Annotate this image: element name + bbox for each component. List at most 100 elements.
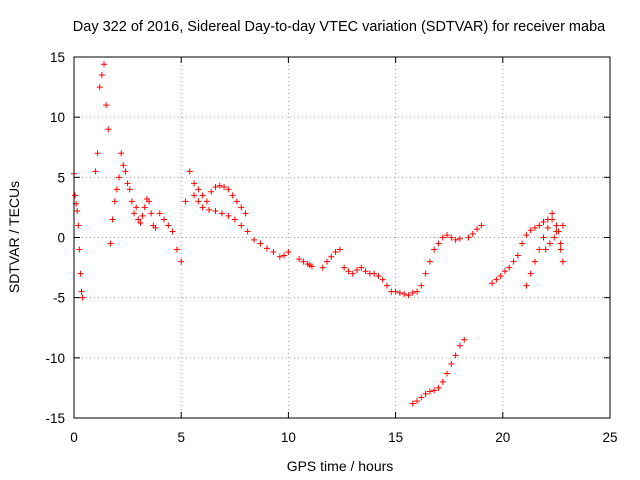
series-s2 — [92, 61, 159, 247]
data-point — [206, 206, 213, 213]
data-point — [300, 258, 307, 265]
data-point — [546, 240, 553, 247]
x-tick-label: 5 — [177, 430, 185, 445]
data-point — [506, 264, 513, 271]
data-point — [497, 273, 504, 280]
data-point — [233, 198, 240, 205]
axis-ticks: 0 5 10 15 20 25 -15 -10 -5 0 5 10 15 — [45, 50, 617, 445]
data-point — [523, 232, 530, 239]
data-point — [452, 352, 459, 359]
data-point — [431, 387, 438, 394]
data-point — [156, 210, 163, 217]
data-point — [96, 84, 103, 91]
data-point — [465, 234, 472, 241]
data-point — [148, 210, 155, 217]
data-point — [426, 388, 433, 395]
data-point — [208, 188, 215, 195]
data-point — [557, 240, 564, 247]
data-point — [409, 289, 416, 296]
data-point — [135, 216, 142, 223]
data-point — [238, 204, 245, 211]
data-point — [173, 246, 180, 253]
data-point — [319, 264, 326, 271]
data-point — [536, 246, 543, 253]
series-s10 — [542, 222, 566, 253]
data-point — [559, 222, 566, 229]
data-point — [384, 282, 391, 289]
data-point — [107, 240, 114, 247]
data-point — [540, 234, 547, 241]
data-point — [469, 230, 476, 237]
y-axis-label: SDTVAR / TECUs — [6, 181, 22, 293]
data-point — [358, 264, 365, 271]
grid-lines — [74, 57, 610, 418]
data-point — [531, 224, 538, 231]
data-point — [296, 256, 303, 263]
x-tick-label: 0 — [70, 430, 78, 445]
data-point — [131, 210, 138, 217]
data-point — [308, 263, 315, 270]
data-point — [514, 252, 521, 259]
data-point — [195, 198, 202, 205]
data-point — [225, 186, 232, 193]
data-point — [72, 192, 79, 199]
data-point — [92, 168, 99, 175]
data-point — [478, 222, 485, 229]
data-point — [439, 378, 446, 385]
data-point — [141, 204, 148, 211]
y-tick-label: -10 — [45, 351, 65, 366]
data-point — [540, 218, 547, 225]
data-point — [489, 280, 496, 287]
data-point — [251, 236, 258, 243]
data-point — [74, 208, 81, 215]
y-tick-label: 10 — [50, 110, 65, 125]
data-point — [510, 258, 517, 265]
data-point — [146, 198, 153, 205]
data-point — [270, 248, 277, 255]
data-point — [281, 252, 288, 259]
data-point — [405, 292, 412, 299]
data-point — [542, 246, 549, 253]
series-s4 — [191, 192, 292, 260]
data-point — [414, 288, 421, 295]
data-point — [191, 180, 198, 187]
x-tick-label: 20 — [495, 430, 510, 445]
data-point — [551, 234, 558, 241]
data-point — [218, 210, 225, 217]
data-point — [336, 246, 343, 253]
data-point — [263, 245, 270, 252]
data-point — [557, 246, 564, 253]
data-point — [77, 270, 84, 277]
data-point — [396, 289, 403, 296]
data-point — [195, 186, 202, 193]
data-point — [116, 174, 123, 181]
data-point — [444, 370, 451, 377]
data-point — [456, 342, 463, 349]
data-point — [231, 216, 238, 223]
data-point — [549, 216, 556, 223]
data-point — [474, 226, 481, 233]
data-point — [501, 268, 508, 275]
data-point — [549, 210, 556, 217]
data-point — [191, 192, 198, 199]
data-point — [371, 270, 378, 277]
data-point — [216, 182, 223, 189]
series-s7 — [465, 222, 485, 241]
y-tick-label: 0 — [57, 231, 65, 246]
data-point — [101, 61, 108, 68]
data-point — [212, 208, 219, 215]
data-point — [178, 258, 185, 265]
x-tick-label: 25 — [602, 430, 617, 445]
data-point — [559, 258, 566, 265]
data-point — [126, 186, 133, 193]
data-point — [94, 150, 101, 157]
y-tick-label: -5 — [53, 291, 65, 306]
data-point — [109, 216, 116, 223]
data-point — [349, 270, 356, 277]
data-point — [531, 258, 538, 265]
data-points — [71, 61, 566, 407]
data-point — [414, 398, 421, 405]
data-point — [229, 192, 236, 199]
data-point — [257, 240, 264, 247]
